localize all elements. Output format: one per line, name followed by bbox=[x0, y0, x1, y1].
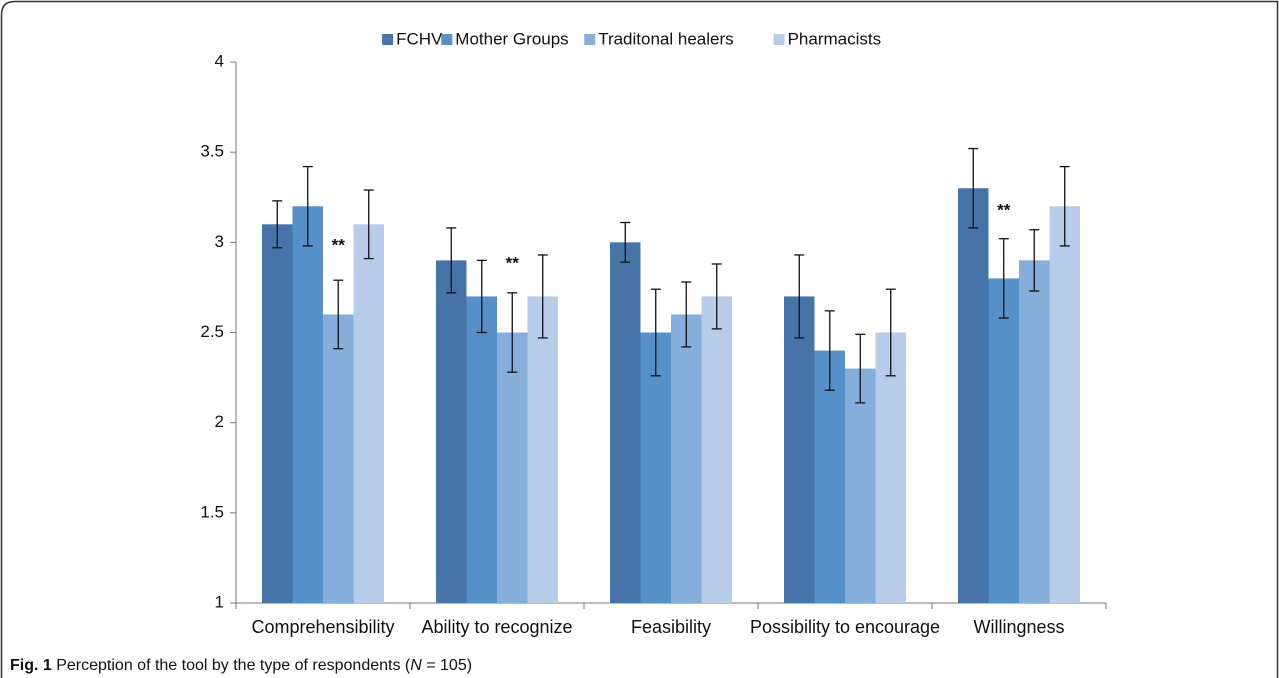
error-bar bbox=[1059, 165, 1070, 247]
error-bar bbox=[711, 263, 722, 330]
legend-swatch bbox=[584, 34, 596, 45]
bar bbox=[875, 332, 906, 603]
error-bar bbox=[272, 200, 283, 249]
bar bbox=[527, 296, 558, 603]
caption-text: Perception of the tool by the type of re… bbox=[56, 657, 411, 674]
bar bbox=[988, 278, 1019, 603]
error-bar bbox=[476, 259, 487, 334]
bar bbox=[701, 296, 732, 603]
error-bar bbox=[620, 221, 631, 263]
x-tick-label: Possibility to encourage bbox=[750, 617, 940, 637]
legend-label: Pharmacists bbox=[788, 29, 882, 48]
x-tick-label: Ability to recognize bbox=[421, 617, 572, 637]
legend-label: Traditonal healers bbox=[598, 29, 733, 48]
caption-text: = 105) bbox=[422, 657, 472, 674]
y-tick-label: 1.5 bbox=[200, 502, 224, 521]
error-bar bbox=[824, 310, 835, 391]
bar bbox=[671, 314, 702, 603]
caption-label: Fig. 1 bbox=[10, 657, 52, 674]
y-tick-label: 1 bbox=[215, 592, 224, 611]
bar bbox=[292, 206, 323, 603]
x-tick-label: Feasibility bbox=[631, 617, 711, 637]
bar bbox=[353, 224, 384, 604]
annotation: ** bbox=[332, 235, 346, 254]
caption-text: N bbox=[410, 657, 422, 674]
error-bar bbox=[855, 333, 866, 404]
y-tick-label: 3.5 bbox=[200, 142, 224, 161]
bar bbox=[784, 296, 815, 603]
error-bar bbox=[794, 254, 805, 339]
bar bbox=[323, 314, 354, 603]
caption: Fig. 1 Perception of the tool by the typ… bbox=[10, 657, 472, 674]
bar bbox=[262, 224, 293, 604]
error-bar bbox=[537, 254, 548, 339]
legend-label: Mother Groups bbox=[455, 29, 568, 48]
error-bar bbox=[363, 189, 374, 260]
bar bbox=[1049, 206, 1080, 603]
error-bar bbox=[998, 238, 1009, 319]
error-bar bbox=[968, 147, 979, 229]
bar bbox=[610, 242, 641, 604]
y-tick-label: 2.5 bbox=[200, 322, 224, 341]
error-bar bbox=[446, 227, 457, 294]
error-bar bbox=[650, 288, 661, 377]
error-bar bbox=[507, 292, 518, 373]
legend-swatch bbox=[441, 34, 453, 45]
bar bbox=[958, 188, 989, 603]
y-tick-label: 4 bbox=[215, 51, 224, 70]
bar bbox=[814, 350, 845, 603]
legend-swatch bbox=[773, 34, 785, 45]
bar bbox=[497, 332, 528, 603]
bar bbox=[436, 260, 467, 603]
error-bar bbox=[681, 281, 692, 348]
annotation: ** bbox=[997, 200, 1011, 219]
bar bbox=[1019, 260, 1050, 603]
x-tick-label: Willingness bbox=[973, 617, 1064, 637]
y-tick-label: 2 bbox=[215, 412, 224, 431]
y-tick-label: 3 bbox=[215, 232, 224, 251]
error-bar bbox=[885, 288, 896, 377]
bar bbox=[466, 296, 497, 603]
error-bar bbox=[302, 165, 313, 247]
legend-swatch bbox=[382, 34, 394, 45]
legend-label: FCHV bbox=[396, 29, 443, 48]
error-bar bbox=[1029, 229, 1040, 292]
error-bar bbox=[333, 279, 344, 350]
bar bbox=[640, 332, 671, 603]
bar bbox=[845, 368, 876, 603]
x-tick-label: Comprehensibility bbox=[251, 617, 394, 637]
annotation: ** bbox=[506, 253, 520, 272]
